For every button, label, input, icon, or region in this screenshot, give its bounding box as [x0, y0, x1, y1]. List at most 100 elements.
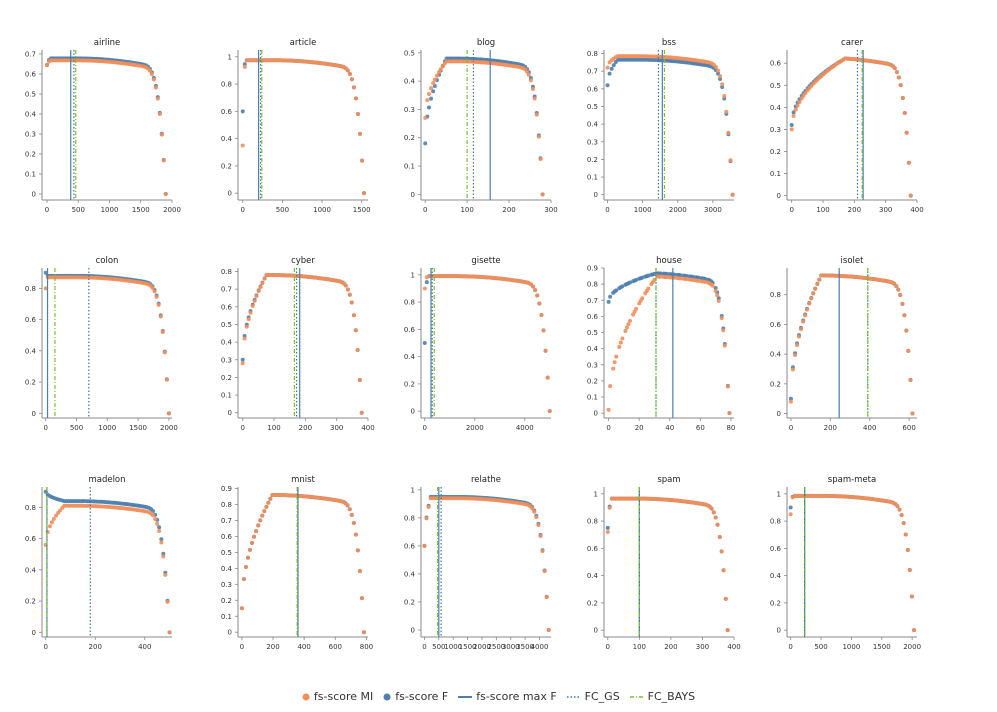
x-tick-label: 0 — [606, 643, 610, 651]
y-tick-label: 0.7 — [587, 297, 598, 305]
point-fs-score-mi — [717, 535, 722, 540]
point-fs-score-mi — [725, 628, 730, 633]
y-tick-label: 0.2 — [404, 598, 415, 606]
legend-marker-mi — [302, 693, 310, 700]
point-fs-score-mi — [901, 521, 906, 526]
legend-label-f: fs-score F — [395, 690, 449, 703]
x-tick-label: 1500 — [873, 643, 891, 651]
point-fs-score-mi — [242, 64, 247, 69]
x-tick-label: 100 — [460, 206, 473, 214]
point-fs-score-mi — [166, 411, 171, 416]
subplot-bss: bss 0 0.1 0.2 0.3 0.4 0.5 0.6 0.7 0.8 0 1000 2000 300… — [587, 38, 735, 214]
point-fs-score-mi — [245, 555, 250, 560]
point-fs-score-mi — [154, 294, 159, 299]
point-fs-score-mi — [896, 75, 901, 80]
point-fs-score-mi — [357, 131, 362, 136]
y-tick-label: 0 — [411, 408, 415, 416]
point-fs-score-mi — [357, 569, 362, 574]
x-tick-label: 200 — [848, 206, 861, 214]
subplot-cyber: cyber 0 0.1 0.2 0.3 0.4 0.5 0.6 0.7 0.8 0 100 200 300… — [221, 256, 375, 432]
point-fs-score-mi — [715, 293, 720, 298]
x-tick-label: 400 — [361, 424, 374, 432]
point-fs-score-mi — [628, 318, 632, 323]
y-tick-label: 0.1 — [770, 170, 781, 178]
point-fs-score-mi — [248, 310, 253, 315]
point-fs-score-mi — [422, 543, 427, 548]
subplot-article: article 0 0.2 0.4 0.6 0.8 1 0 500 1000 1500 — [221, 38, 371, 214]
point-fs-score-mi — [532, 96, 537, 101]
x-tick-label: 1000 — [313, 206, 331, 214]
x-tick-label: 200 — [664, 643, 677, 651]
point-fs-score-mi — [347, 292, 352, 297]
point-fs-score-mi — [532, 509, 537, 514]
point-fs-score-mi — [725, 384, 730, 389]
subplot-airline: airline 0 0.1 0.2 0.3 0.4 0.5 0.6 0.7 0 500 1000 150… — [25, 38, 181, 214]
y-tick-label: 0.8 — [404, 514, 415, 522]
x-tick-label: 0 — [605, 206, 609, 214]
y-tick-label: 0.1 — [587, 174, 598, 182]
point-fs-score-mi — [440, 64, 445, 69]
point-fs-score-mi — [258, 284, 263, 289]
y-tick-label: 0 — [228, 629, 232, 637]
x-tick-label: 4000 — [516, 424, 534, 432]
point-fs-score-mi — [906, 348, 911, 353]
point-fs-score-f — [718, 77, 723, 82]
point-fs-score-mi — [534, 112, 539, 117]
y-tick-label: 0.2 — [25, 379, 36, 387]
point-fs-score-f — [788, 396, 793, 401]
point-fs-score-mi — [614, 354, 619, 359]
y-tick-label: 0 — [777, 410, 781, 418]
point-fs-score-mi — [538, 534, 543, 539]
y-tick-label: 0 — [594, 627, 598, 635]
x-tick-label: 200 — [89, 643, 102, 651]
point-fs-score-mi — [684, 277, 689, 282]
y-tick-label: 0.2 — [25, 151, 36, 159]
point-fs-score-mi — [811, 291, 816, 296]
x-tick-label: 400 — [910, 206, 923, 214]
point-fs-score-mi — [256, 523, 261, 528]
x-tick-label: 0 — [43, 643, 47, 651]
point-fs-score-mi — [266, 500, 271, 505]
point-fs-score-mi — [904, 130, 909, 135]
point-fs-score-mi — [357, 377, 362, 382]
point-fs-score-mi — [252, 534, 257, 539]
y-tick-label: 0.8 — [770, 291, 781, 299]
point-fs-score-mi — [349, 77, 354, 82]
point-fs-score-f — [422, 341, 427, 345]
point-fs-score-mi — [353, 328, 358, 333]
y-tick-label: 1 — [594, 490, 598, 498]
point-fs-score-mi — [535, 293, 540, 298]
point-fs-score-mi — [801, 319, 806, 324]
y-tick-label: 0.3 — [770, 126, 781, 134]
y-tick-label: 0.6 — [770, 321, 782, 329]
point-fs-score-mi — [356, 111, 361, 116]
y-tick-label: 0.5 — [221, 321, 232, 329]
x-tick-label: 500 — [276, 206, 289, 214]
point-fs-score-f — [240, 357, 245, 362]
y-tick-label: 0.6 — [587, 545, 599, 553]
y-tick-label: 0.6 — [770, 60, 782, 68]
point-fs-score-mi — [536, 134, 541, 139]
y-tick-label: 0.6 — [404, 542, 416, 550]
y-tick-label: 0.4 — [587, 345, 599, 353]
point-fs-score-mi — [160, 329, 165, 334]
x-tick-label: 300 — [696, 643, 709, 651]
y-tick-label: 0.8 — [587, 50, 598, 58]
point-fs-score-mi — [898, 83, 903, 88]
y-tick-label: 0 — [228, 409, 232, 417]
point-fs-score-mi — [807, 301, 812, 306]
y-tick-label: 0.2 — [587, 599, 598, 607]
point-fs-score-mi — [353, 532, 358, 537]
point-fs-score-mi — [900, 301, 905, 306]
x-tick-label: 0 — [788, 643, 792, 651]
y-tick-label: 0.2 — [221, 374, 232, 382]
point-fs-score-f — [713, 286, 718, 291]
point-fs-score-mi — [351, 521, 356, 526]
point-fs-score-mi — [362, 191, 367, 196]
point-fs-score-mi — [711, 510, 716, 515]
y-tick-label: 0.5 — [587, 103, 598, 111]
y-tick-label: 0.4 — [404, 78, 416, 86]
x-tick-label: 0 — [789, 206, 793, 214]
point-fs-score-mi — [150, 285, 155, 290]
y-tick-label: 0 — [228, 190, 232, 198]
